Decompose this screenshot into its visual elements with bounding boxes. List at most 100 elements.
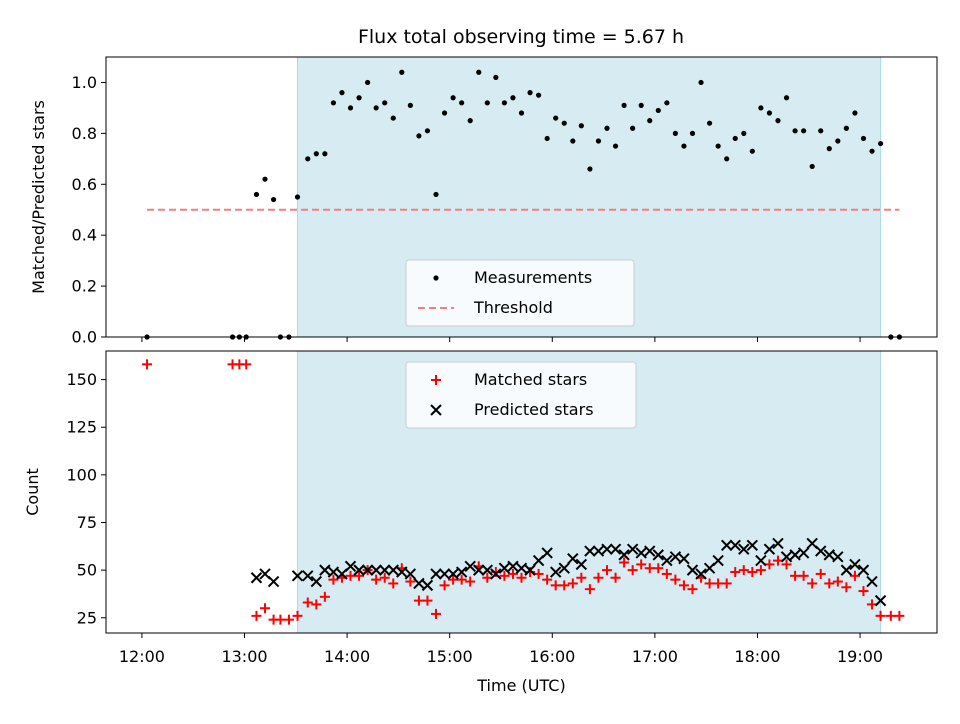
matched-point (448, 574, 459, 585)
measurement-point (365, 79, 371, 86)
matched-point (721, 578, 732, 589)
matched-point (302, 597, 313, 608)
matched-point (413, 595, 424, 606)
measurement-point (698, 79, 704, 86)
matched-point (704, 578, 715, 589)
predicted-point (874, 594, 887, 607)
measurement-point (630, 125, 636, 131)
measurement-point (253, 191, 260, 198)
legend-measurements-marker (433, 275, 439, 281)
matched-point (559, 580, 570, 591)
bottom-legend: Matched stars Predicted stars (405, 361, 637, 429)
measurement-point (672, 130, 678, 136)
predicted-point (840, 564, 853, 576)
matched-point (345, 570, 356, 581)
predicted-point (609, 543, 622, 555)
matched-point (465, 576, 476, 587)
panel-bottom-counts: 25 50 75 100 125 150 12:00 13:00 14:00 15:00 16:0… (23, 350, 938, 695)
measurement-point (510, 95, 516, 101)
measurement-point (783, 95, 790, 101)
measurement-point (535, 92, 542, 98)
measurement-point (587, 166, 593, 172)
predicted-point (797, 547, 810, 559)
predicted-point (755, 554, 767, 567)
y-tick-label: 0.6 (72, 175, 97, 194)
predicted-point (302, 570, 314, 582)
measurement-point (330, 100, 337, 106)
measurement-point (689, 130, 696, 136)
measurement-point (493, 74, 499, 80)
matched-point (292, 610, 303, 621)
predicted-point (746, 539, 759, 552)
measurement-point (621, 102, 627, 108)
matched-point (678, 580, 689, 591)
predicted-point (857, 564, 870, 576)
measurement-point (595, 138, 602, 144)
matched-point (499, 570, 510, 581)
measurement-point (313, 151, 319, 157)
top-legend: Measurements Threshold (405, 259, 635, 327)
legend-plus-glyph (431, 375, 441, 385)
predicted-point (558, 562, 570, 574)
matched-point (636, 559, 647, 570)
predicted-point (772, 537, 784, 550)
matched-point (894, 610, 905, 621)
measurement-point (732, 135, 738, 142)
legend-measurements-label: Measurements (474, 268, 592, 287)
matched-point (687, 584, 698, 595)
matched-point (824, 578, 835, 589)
measurement-point (322, 151, 328, 157)
matched-point (405, 576, 416, 587)
matched-point (713, 578, 724, 589)
measurement-point (407, 102, 413, 108)
measurement-point (262, 176, 268, 182)
matched-point (653, 563, 664, 574)
measurement-point (518, 110, 525, 116)
predicted-point (669, 551, 682, 563)
matched-point (311, 599, 322, 610)
predicted-point (507, 560, 519, 573)
measurement-point (749, 148, 755, 154)
matched-point (260, 603, 271, 614)
matched-point (593, 572, 604, 583)
measurement-point (544, 135, 550, 142)
matched-point (241, 359, 252, 370)
x-tick-label: 15:00 (427, 647, 473, 666)
x-axis-label: Time (UTC) (476, 676, 565, 695)
predicted-point (592, 545, 605, 557)
predicted-point (387, 564, 399, 576)
matched-point (807, 578, 818, 589)
predicted-point (447, 568, 459, 580)
matched-point (542, 574, 553, 585)
measurement-point (484, 100, 490, 106)
matched-point (388, 578, 399, 589)
matched-point (328, 574, 339, 585)
y-tick-label: 125 (66, 418, 97, 437)
measurement-point (741, 130, 747, 136)
predicted-point (481, 564, 494, 576)
measurement-point (305, 156, 311, 162)
predicted-point (832, 551, 844, 563)
measurement-point (501, 100, 508, 106)
predicted-point (310, 575, 323, 588)
predicted-point (250, 572, 263, 584)
predicted-point (413, 577, 425, 590)
predicted-point (575, 558, 588, 571)
y-tick-label: 0.4 (72, 226, 97, 245)
predicted-point (661, 554, 673, 567)
predicted-point (866, 575, 878, 588)
matched-point (610, 572, 621, 583)
x-tick-label: 12:00 (119, 647, 165, 666)
matched-point (661, 568, 672, 579)
matched-point (798, 570, 809, 581)
matched-point (516, 572, 527, 583)
predicted-point (849, 558, 861, 571)
predicted-point (823, 549, 835, 561)
top-x-ticks (141, 337, 861, 342)
predicted-point (712, 554, 724, 567)
y-tick-label: 100 (66, 465, 97, 484)
matched-point (431, 608, 442, 619)
matched-point (422, 595, 433, 606)
predicted-point (267, 575, 280, 588)
